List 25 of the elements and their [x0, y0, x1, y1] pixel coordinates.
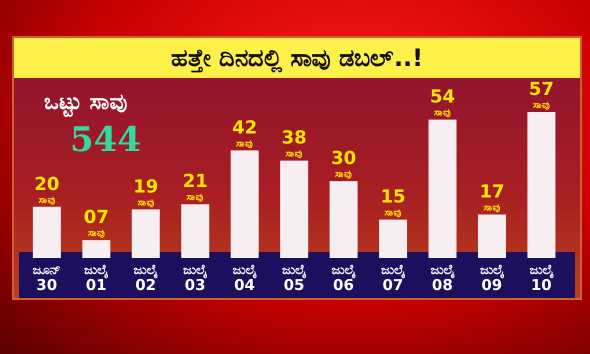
data-label: 15 ಸಾವು: [380, 186, 406, 219]
data-label: 54 ಸಾವು: [430, 86, 456, 119]
annotation: 544: [70, 120, 141, 160]
x-tick-label: ಜುಲೈ 07: [380, 263, 406, 294]
x-tick-label: ಜುಲೈ 01: [84, 263, 110, 294]
x-tick-label: ಜುಲೈ 02: [134, 263, 159, 294]
data-label: 57 ಸಾವು: [528, 79, 554, 111]
data-label: 21 ಸಾವು: [182, 171, 208, 204]
data-label: 42 ಸಾವು: [232, 117, 258, 150]
data-label: 17 ಸಾವು: [479, 181, 504, 214]
x-tick-label: ಜುಲೈ 04: [232, 263, 258, 294]
x-tick-label: ಜುಲೈ 03: [183, 263, 208, 294]
x-tick-label: ಜುಲೈ 10: [529, 263, 554, 294]
x-tick-label: ಜೂನ್ 30: [32, 263, 61, 294]
x-tick-label: ಜುಲೈ 05: [282, 263, 307, 294]
x-tick-label: ಜುಲೈ 09: [480, 263, 505, 294]
data-label: 20 ಸಾವು: [34, 174, 60, 206]
data-label: 07 ಸಾವು: [84, 207, 109, 240]
data-label: 30 ಸಾವು: [331, 148, 356, 180]
data-label: 38 ಸಾವು: [282, 128, 307, 160]
x-tick-label: ಜುಲೈ 08: [430, 263, 456, 294]
x-tick-label: ಜುಲೈ 06: [331, 263, 356, 294]
chart-title: ಹತ್ತೇ ದಿನದಲ್ಲಿ ಸಾವು ಡಬಲ್..!: [14, 38, 580, 78]
annotation: ಒಟ್ಟು ಸಾವು: [44, 90, 128, 115]
data-label: 19 ಸಾವು: [133, 176, 158, 208]
